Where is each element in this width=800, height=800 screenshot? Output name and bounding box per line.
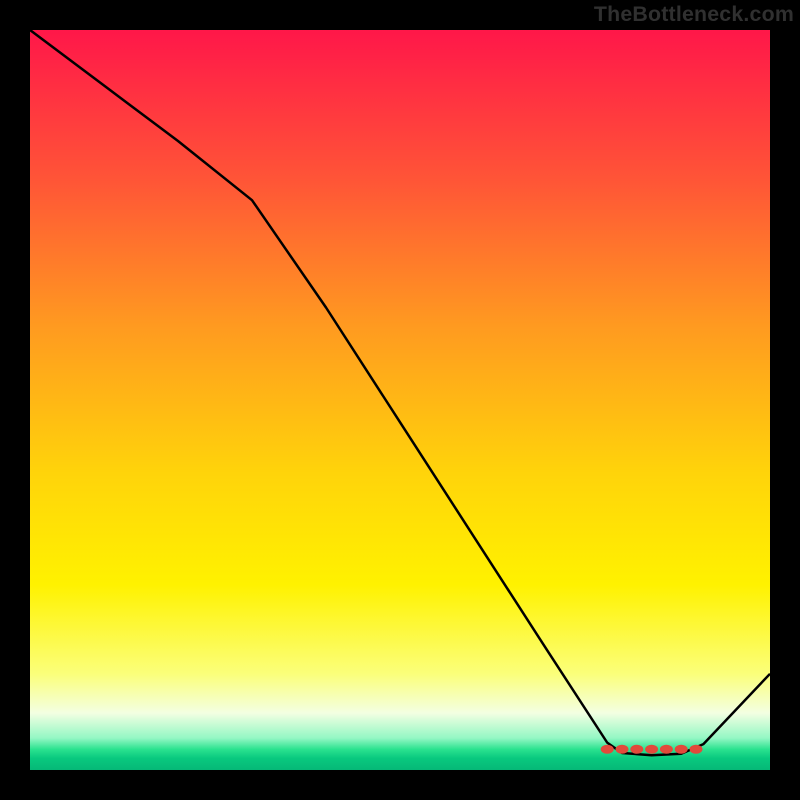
plot-gradient-background — [30, 30, 770, 770]
marker-point — [616, 745, 628, 753]
marker-point — [601, 745, 613, 753]
marker-point — [646, 745, 658, 753]
marker-point — [675, 745, 687, 753]
marker-point — [690, 745, 702, 753]
watermark-badge: TheBottleneck.com — [594, 2, 794, 27]
marker-point — [631, 745, 643, 753]
marker-point — [660, 745, 672, 753]
bottleneck-chart — [0, 0, 800, 800]
